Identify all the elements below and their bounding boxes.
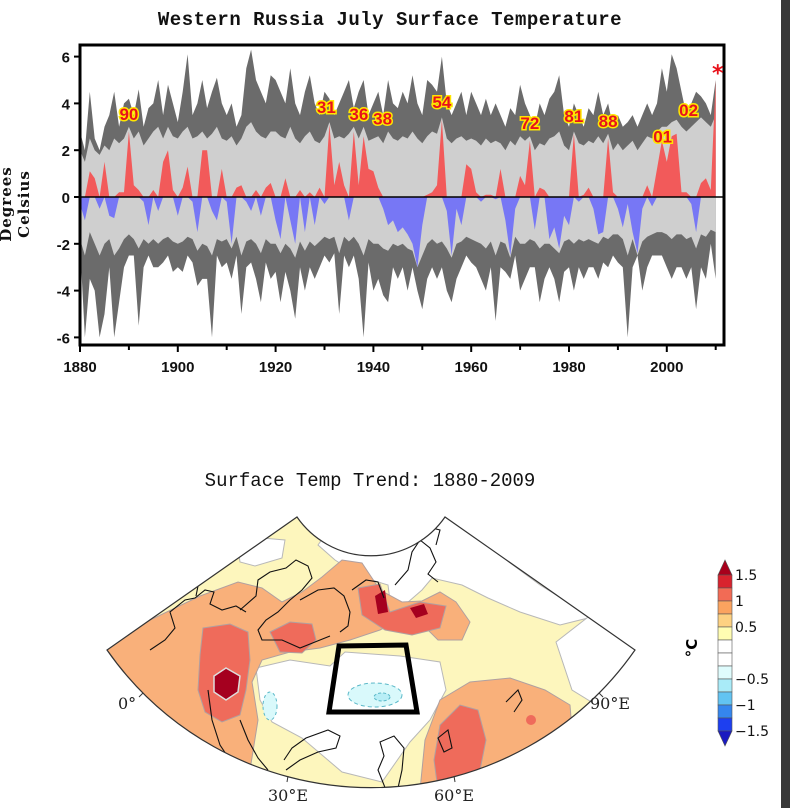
colorbar-label: −0.5 [735,672,769,688]
y-tick-label: 4 [62,96,71,113]
lon-label-60e: 60°E [434,786,474,805]
x-tick-label: 1880 [63,359,96,376]
map-fill [107,517,635,788]
record-marker: * [712,62,724,87]
chart-title: Western Russia July Surface Temperature [157,9,623,31]
lon-label-0: 0° [118,694,136,713]
year-annotation-81: 81 [564,107,583,126]
colorbar-extend-high [717,559,733,576]
colorbar-label: −1 [735,698,756,714]
x-tick-label: 1940 [357,359,390,376]
colorbar-band [717,613,733,628]
map-title: Surface Temp Trend: 1880-2009 [204,470,536,492]
year-annotation-36: 36 [349,105,368,124]
year-annotation-31: 31 [317,98,336,117]
colorbar-label: −1.5 [735,724,769,740]
colorbar: 1.5 1 0.5 −0.5 −1 −1.5 [717,559,769,747]
annotation-layer: 90 31 36 38 54 72 81 88 01 02 * [118,62,724,148]
plot-frame [78,43,726,347]
x-tick-label: 1980 [552,359,585,376]
negative-anomaly-area [80,197,716,268]
y-tick-label: -2 [57,237,70,254]
contour-above-1.5-north [375,590,388,614]
colorbar-band [717,587,733,602]
contour-above-1.5-north-2 [410,604,428,618]
colorbar-band [717,691,733,706]
colorbar-label: 1.5 [735,568,757,584]
colorbar-band [717,639,733,654]
colorbar-unit: °C [683,639,701,658]
colorbar-band [717,574,733,589]
colorbar-band [717,626,733,641]
x-tick-label: 2000 [650,359,683,376]
map-outline [106,516,636,789]
colorbar-band [717,704,733,719]
year-annotation-72: 72 [520,114,539,133]
y-tick-label: -6 [57,330,70,347]
anomaly-layer [80,80,716,268]
contour-negative-west [262,691,278,721]
x-tick-label: 1920 [259,359,292,376]
colorbar-band [717,652,733,667]
year-annotation-01: 01 [653,127,672,146]
colorbar-label: 0.5 [735,620,757,636]
x-tick-label: 1900 [161,359,194,376]
y-tick-label: 0 [62,190,70,207]
lon-label-90e: 90°E [590,694,630,713]
year-annotation-38: 38 [373,109,392,128]
year-annotation-90: 90 [119,105,138,124]
year-annotation-88: 88 [599,112,618,131]
colorbar-band [717,717,733,732]
y-tick-label: 6 [62,50,70,67]
region-box [326,642,420,715]
window-edge [781,0,790,808]
lon-label-30e: 30°E [268,786,308,805]
map-ticks [138,692,604,783]
colorbar-band [717,678,733,693]
contour-1-1.5-east [526,715,536,725]
y-tick-label: 2 [62,143,70,160]
contour-above-1.5-europe [213,667,241,701]
year-annotation-02: 02 [679,101,698,120]
y-tick-label: -4 [57,284,71,301]
contour-1-1.5-baltic [269,621,317,654]
contour-negative-inner [373,692,391,702]
year-annotation-54: 54 [432,93,451,112]
contour-1-1.5-southeast [433,704,487,788]
colorbar-label: 1 [735,594,744,610]
x-tick-label: 1960 [455,359,488,376]
coastlines [149,527,523,788]
colorbar-extend-low [717,730,733,747]
colorbar-band [717,665,733,680]
colorbar-band [717,600,733,615]
